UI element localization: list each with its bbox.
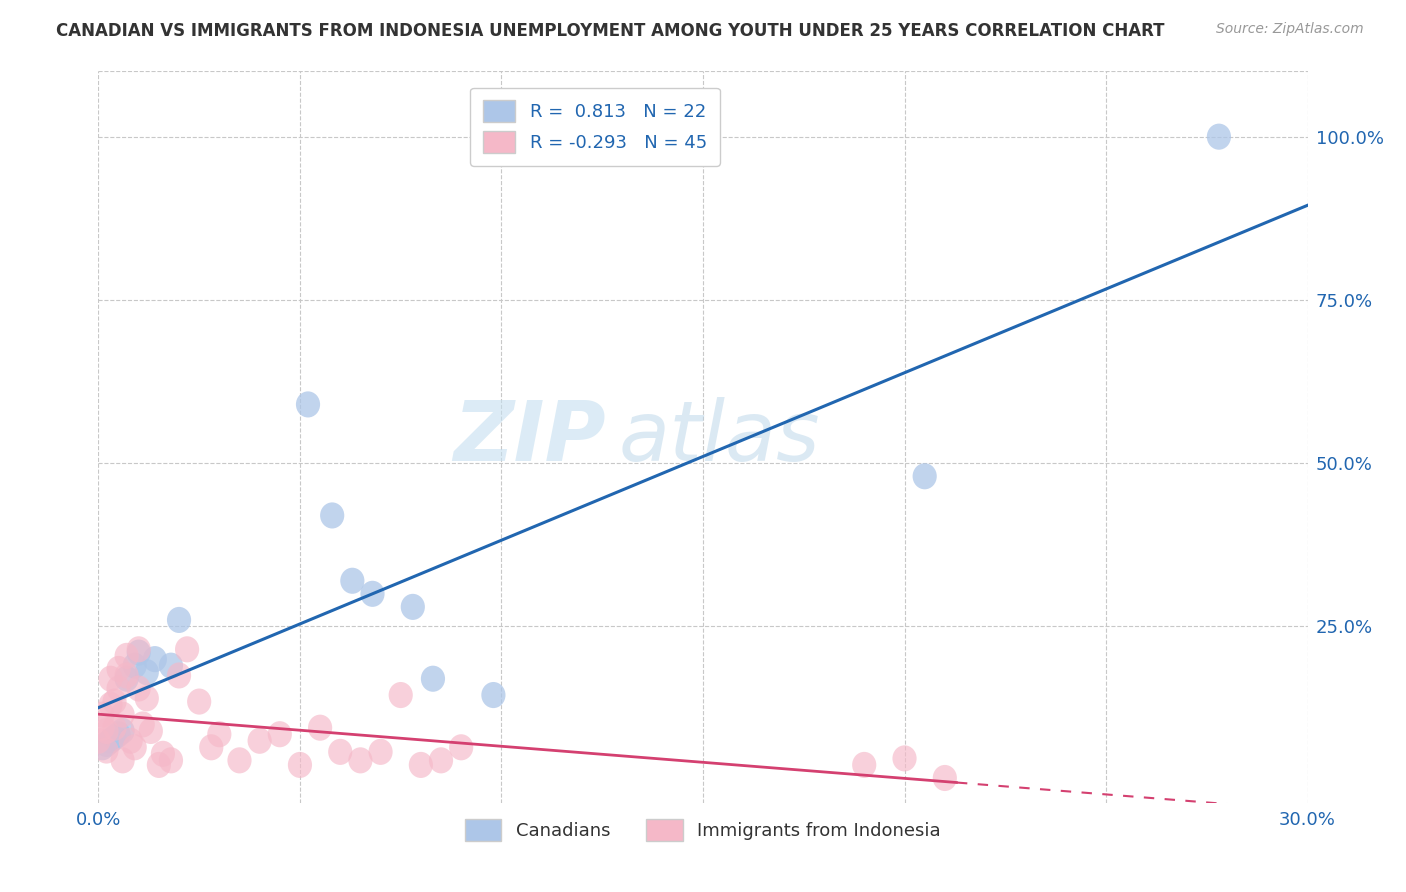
Ellipse shape <box>368 739 392 765</box>
Ellipse shape <box>340 567 364 594</box>
Ellipse shape <box>150 740 174 767</box>
Ellipse shape <box>159 653 183 679</box>
Ellipse shape <box>159 747 183 773</box>
Ellipse shape <box>409 752 433 778</box>
Ellipse shape <box>107 656 131 682</box>
Ellipse shape <box>127 675 150 702</box>
Ellipse shape <box>127 636 150 663</box>
Ellipse shape <box>449 734 474 760</box>
Ellipse shape <box>103 714 127 740</box>
Ellipse shape <box>893 746 917 772</box>
Ellipse shape <box>267 721 292 747</box>
Ellipse shape <box>360 581 385 607</box>
Ellipse shape <box>114 665 139 692</box>
Ellipse shape <box>321 502 344 528</box>
Ellipse shape <box>135 659 159 685</box>
Ellipse shape <box>247 728 271 754</box>
Ellipse shape <box>167 607 191 633</box>
Ellipse shape <box>349 747 373 773</box>
Ellipse shape <box>94 718 118 744</box>
Ellipse shape <box>146 752 172 778</box>
Ellipse shape <box>288 752 312 778</box>
Ellipse shape <box>295 392 321 417</box>
Ellipse shape <box>118 728 143 754</box>
Ellipse shape <box>98 665 122 692</box>
Ellipse shape <box>107 675 131 702</box>
Text: CANADIAN VS IMMIGRANTS FROM INDONESIA UNEMPLOYMENT AMONG YOUTH UNDER 25 YEARS CO: CANADIAN VS IMMIGRANTS FROM INDONESIA UN… <box>56 22 1164 40</box>
Ellipse shape <box>852 752 876 778</box>
Ellipse shape <box>401 594 425 620</box>
Ellipse shape <box>90 714 114 740</box>
Ellipse shape <box>111 747 135 773</box>
Ellipse shape <box>122 734 146 760</box>
Ellipse shape <box>98 692 122 718</box>
Ellipse shape <box>200 734 224 760</box>
Ellipse shape <box>174 636 200 663</box>
Ellipse shape <box>420 665 446 692</box>
Ellipse shape <box>167 663 191 689</box>
Text: atlas: atlas <box>619 397 820 477</box>
Ellipse shape <box>114 643 139 669</box>
Ellipse shape <box>98 728 122 754</box>
Ellipse shape <box>94 731 118 757</box>
Legend: Canadians, Immigrants from Indonesia: Canadians, Immigrants from Indonesia <box>454 808 952 852</box>
Ellipse shape <box>90 734 114 760</box>
Ellipse shape <box>1206 124 1232 150</box>
Ellipse shape <box>932 765 957 791</box>
Ellipse shape <box>86 728 111 754</box>
Ellipse shape <box>111 718 135 744</box>
Ellipse shape <box>103 724 127 750</box>
Ellipse shape <box>481 682 506 708</box>
Text: Source: ZipAtlas.com: Source: ZipAtlas.com <box>1216 22 1364 37</box>
Ellipse shape <box>103 689 127 714</box>
Ellipse shape <box>328 739 353 765</box>
Ellipse shape <box>107 721 131 747</box>
Ellipse shape <box>429 747 453 773</box>
Ellipse shape <box>135 685 159 712</box>
Ellipse shape <box>207 721 232 747</box>
Ellipse shape <box>187 689 211 714</box>
Ellipse shape <box>912 463 936 490</box>
Ellipse shape <box>308 714 332 740</box>
Ellipse shape <box>94 738 118 764</box>
Text: ZIP: ZIP <box>454 397 606 477</box>
Ellipse shape <box>139 718 163 744</box>
Ellipse shape <box>143 646 167 673</box>
Ellipse shape <box>90 702 114 728</box>
Ellipse shape <box>111 702 135 728</box>
Ellipse shape <box>131 712 155 738</box>
Ellipse shape <box>127 640 150 665</box>
Ellipse shape <box>114 663 139 689</box>
Ellipse shape <box>388 682 413 708</box>
Ellipse shape <box>228 747 252 773</box>
Ellipse shape <box>122 653 146 679</box>
